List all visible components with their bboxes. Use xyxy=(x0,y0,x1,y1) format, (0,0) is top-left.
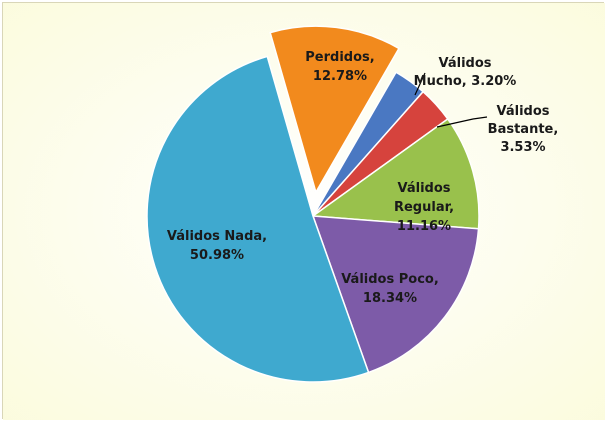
slice-label-v-lidos-bastante: Válidos Bastante, 3.53% xyxy=(488,104,559,155)
leader-line-mucho xyxy=(414,72,426,96)
pie-slice-perdidos xyxy=(269,25,400,195)
slice-label-v-lidos-regular: Válidos Regular, 11.16% xyxy=(394,181,454,234)
leader-line-bastante xyxy=(436,116,488,128)
pie-chart: Perdidos, 12.78% Válidos Mucho, 3.20% Válido… xyxy=(3,3,605,420)
slice-label-v-lidos-mucho: Válidos Mucho, 3.20% xyxy=(414,56,517,89)
pie-slice-v-lidos-poco xyxy=(311,215,480,374)
slice-label-v-lidos-poco: Válidos Poco, 18.34% xyxy=(341,272,439,306)
pie-slice-v-lidos-nada xyxy=(146,55,370,383)
slice-label-perdidos: Perdidos, 12.78% xyxy=(305,50,374,84)
slice-label-v-lidos-nada: Válidos Nada, 50.98% xyxy=(167,229,267,263)
